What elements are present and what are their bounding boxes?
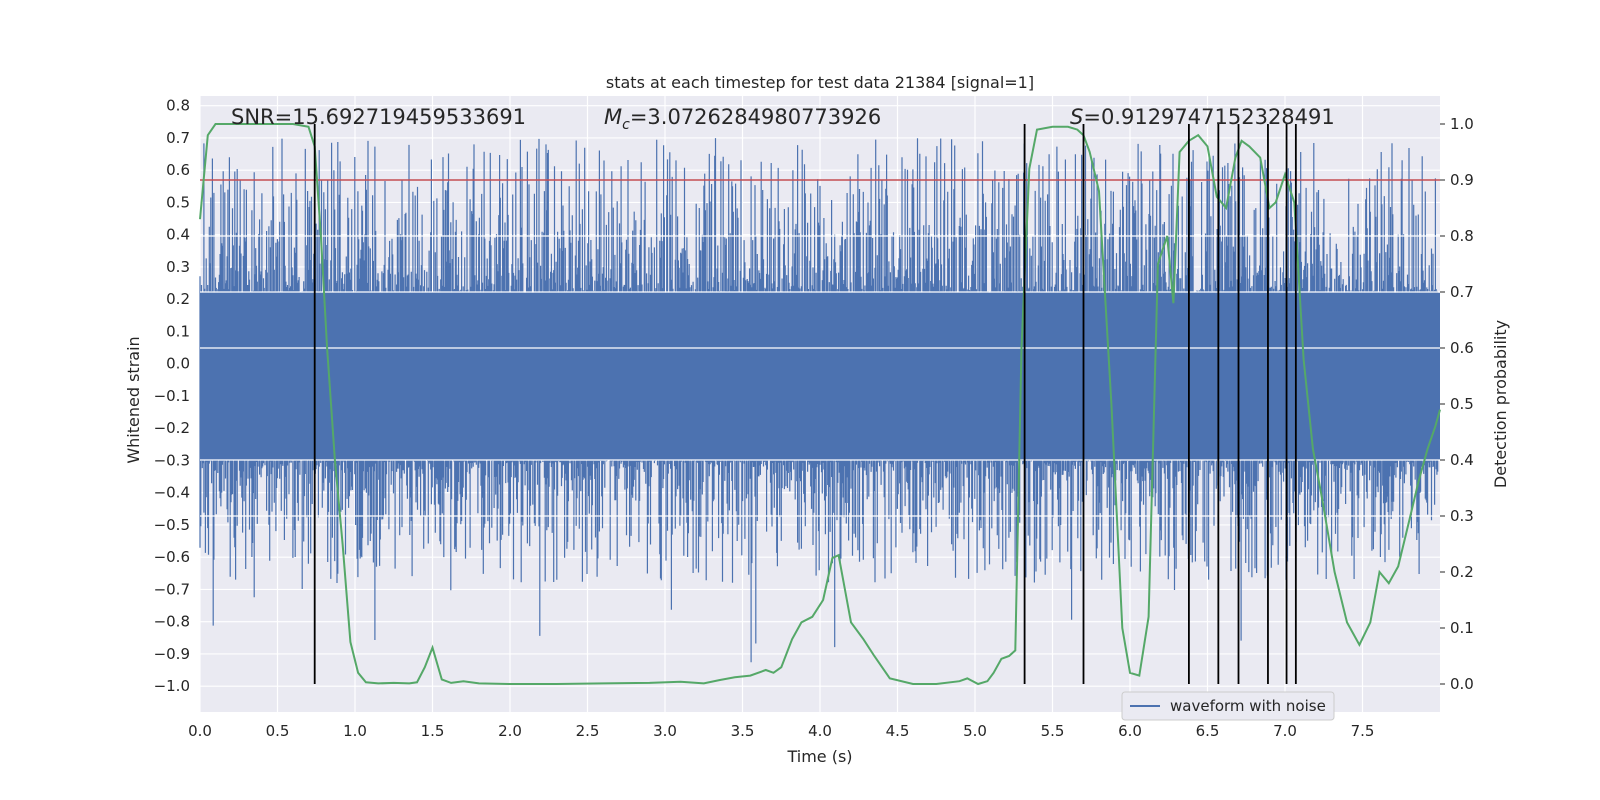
x-tick-label: 6.0 [1118, 722, 1142, 740]
x-tick-label: 2.0 [498, 722, 522, 740]
y-axis-label-right: Detection probability [1491, 320, 1510, 488]
y-left-tick-label: 0.8 [166, 97, 190, 115]
y-left-tick-label: −0.2 [154, 419, 190, 437]
y-right-tick-label: 0.3 [1450, 507, 1474, 525]
chirp-mass-symbol: M [604, 105, 622, 129]
x-tick-label: 7.5 [1351, 722, 1375, 740]
y-left-tick-label: −0.8 [154, 613, 190, 631]
x-tick-label: 0.5 [266, 722, 290, 740]
y-right-tick-label: 0.0 [1450, 675, 1474, 693]
y-left-tick-label: −0.9 [154, 645, 190, 663]
x-axis-label: Time (s) [786, 747, 852, 766]
y-left-tick-label: −0.3 [154, 451, 190, 469]
y-left-tick-label: −1.0 [154, 677, 190, 695]
y-left-tick-label: −0.1 [154, 387, 190, 405]
y-left-tick-label: 0.3 [166, 258, 190, 276]
chirp-mass-value: =3.0726284980773926 [630, 105, 881, 129]
y-left-tick-label: 0.0 [166, 355, 190, 373]
chirp-mass-annotation: Mc=3.0726284980773926 [604, 105, 881, 133]
score-annotation: S=0.9129747152328491 [1070, 105, 1335, 129]
x-tick-label: 3.0 [653, 722, 677, 740]
y-left-tick-label: 0.2 [166, 290, 190, 308]
score-symbol: S [1070, 105, 1083, 129]
x-tick-label: 3.5 [731, 722, 755, 740]
chart-title: stats at each timestep for test data 213… [606, 73, 1034, 92]
y-right-tick-label: 0.8 [1450, 227, 1474, 245]
probability-series [199, 123, 1441, 686]
x-tick-label: 4.5 [886, 722, 910, 740]
y-right-tick-label: 0.7 [1450, 283, 1474, 301]
x-tick-label: 5.5 [1041, 722, 1065, 740]
x-tick-label: 4.0 [808, 722, 832, 740]
x-tick-label: 6.5 [1196, 722, 1220, 740]
y-right-tick-label: 0.5 [1450, 395, 1474, 413]
y-left-tick-label: −0.7 [154, 580, 190, 598]
y-left-tick-label: 0.1 [166, 322, 190, 340]
detection-probability-line [199, 123, 1441, 686]
x-tick-label: 7.0 [1273, 722, 1297, 740]
y-left-tick-label: 0.6 [166, 161, 190, 179]
y-right-ticks: 1.0 0.9 0.8 0.7 0.6 0.5 0.4 0.3 0.2 0.1 0.0 [1440, 115, 1474, 693]
y-right-tick-label: 0.4 [1450, 451, 1474, 469]
y-left-tick-label: −0.4 [154, 484, 190, 502]
y-axis-label-left: Whitened strain [124, 336, 143, 463]
legend-box [1121, 691, 1335, 721]
y-left-tick-label: −0.6 [154, 548, 190, 566]
y-right-tick-label: 0.9 [1450, 171, 1474, 189]
y-right-tick-label: 0.1 [1450, 619, 1474, 637]
legend: waveform with noise [1121, 691, 1335, 721]
x-tick-label: 1.5 [421, 722, 445, 740]
x-tick-label: 0.0 [188, 722, 212, 740]
y-left-tick-label: 0.5 [166, 193, 190, 211]
y-left-ticks: 0.8 0.7 0.6 0.5 0.4 0.3 0.2 0.1 0.0 −0.1 −0.2 −0.3 −… [154, 97, 190, 696]
y-right-tick-label: 0.6 [1450, 339, 1474, 357]
y-left-tick-label: −0.5 [154, 516, 190, 534]
y-left-tick-label: 0.4 [166, 226, 190, 244]
y-left-tick-label: 0.7 [166, 129, 190, 147]
detection-markers [313, 124, 1297, 684]
x-tick-label: 2.5 [576, 722, 600, 740]
snr-annotation: SNR=15.692719459533691 [231, 105, 526, 129]
y-right-tick-label: 0.2 [1450, 563, 1474, 581]
chirp-mass-subscript: c [622, 117, 630, 133]
legend-label: waveform with noise [1170, 697, 1326, 715]
x-tick-label: 1.0 [343, 722, 367, 740]
y-right-tick-label: 1.0 [1450, 115, 1474, 133]
score-value: =0.9129747152328491 [1083, 105, 1334, 129]
x-ticks: 0.0 0.5 1.0 1.5 2.0 2.5 3.0 3.5 4.0 4.5 5.0 5.5 6.0 6… [188, 722, 1374, 740]
x-tick-label: 5.0 [963, 722, 987, 740]
